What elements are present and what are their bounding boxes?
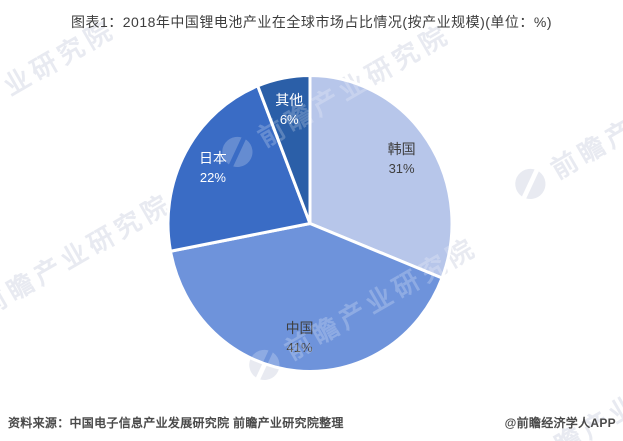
pie-slice-中国 [169, 222, 444, 373]
source-note: 资料来源：中国电子信息产业发展研究院 前瞻产业研究院整理 [8, 416, 344, 430]
credit-note: @前瞻经济学人APP [504, 416, 616, 430]
pie-slice-日本 [166, 84, 312, 253]
chart-title: 图表1：2018年中国锂电池产业在全球市场占比情况(按产业规模)(单位：%) [70, 14, 553, 30]
pie-slice-其他 [256, 74, 312, 225]
pie-slice-韩国 [308, 74, 454, 280]
footer: 资料来源：中国电子信息产业发展研究院 前瞻产业研究院整理 @前瞻经济学人APP [0, 414, 623, 431]
